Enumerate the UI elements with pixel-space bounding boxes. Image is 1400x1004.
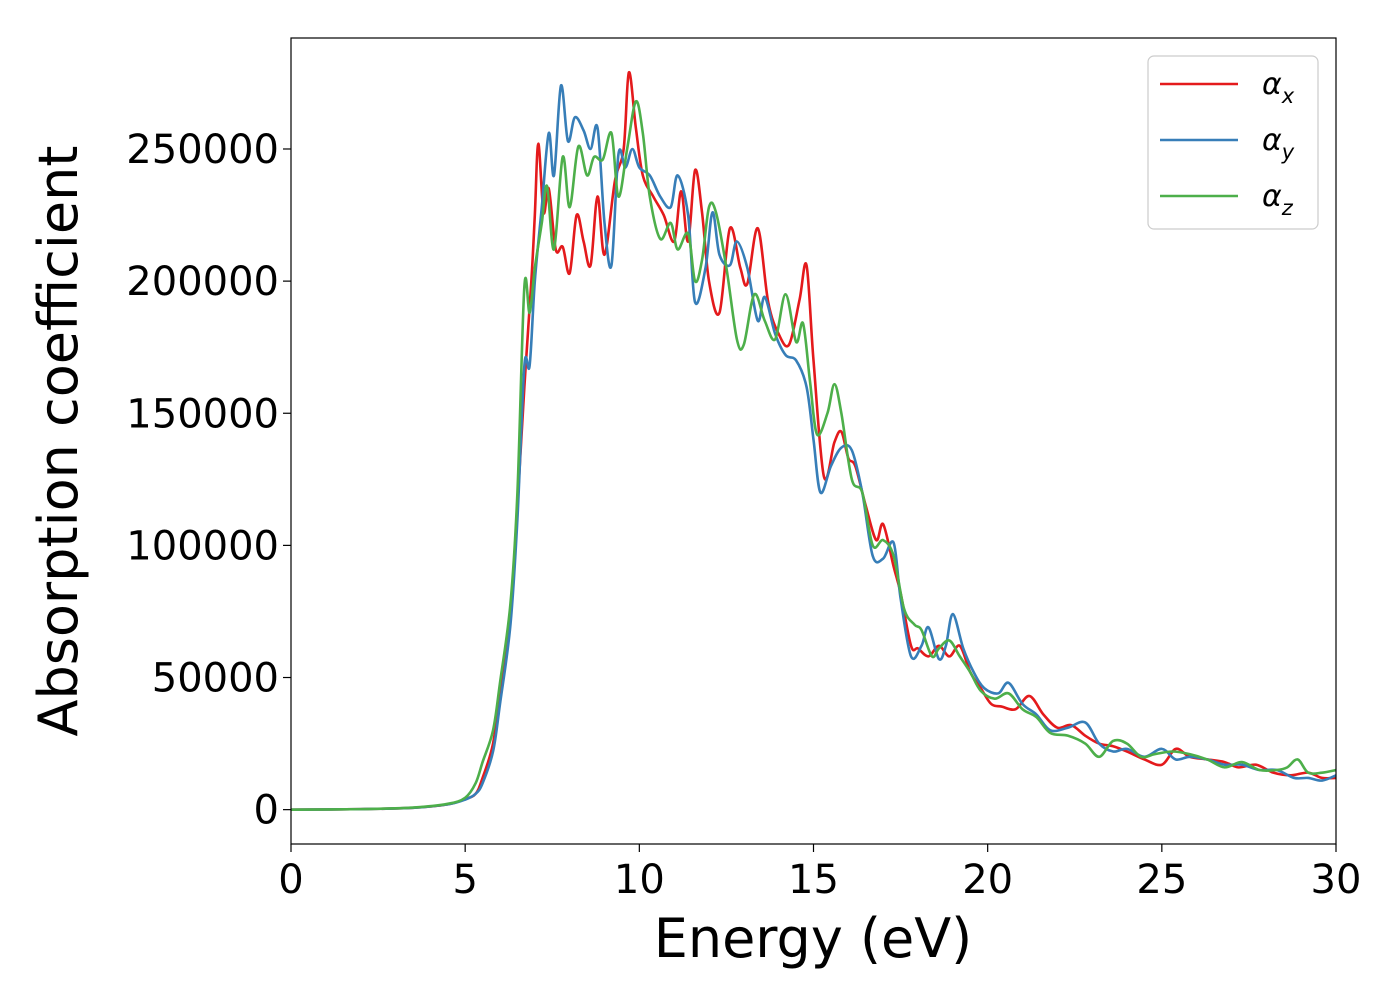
y-axis: 0 50000 100000 150000 200000 250000	[126, 127, 291, 834]
series-layer	[291, 71, 1336, 811]
x-tick-label: 10	[614, 857, 665, 903]
y-tick-label: 200000	[126, 259, 279, 305]
y-tick-label: 250000	[126, 127, 279, 173]
legend-label-x: αx	[1262, 67, 1295, 108]
x-tick-label: 20	[962, 857, 1013, 903]
y-tick-label: 150000	[126, 391, 279, 437]
legend: αx αy αz	[1147, 55, 1319, 230]
series-line-y	[291, 84, 1336, 811]
series-line-z	[291, 100, 1336, 811]
y-axis-label: Absorption coefficient	[27, 146, 90, 737]
x-axis-label: Energy (eV)	[654, 907, 973, 970]
y-tick-label: 0	[254, 788, 279, 834]
x-tick-label: 0	[278, 857, 303, 903]
x-tick-label: 25	[1136, 857, 1187, 903]
y-tick-label: 50000	[152, 656, 279, 702]
x-axis: 0 5 10 15 20 25 30	[278, 844, 1361, 903]
legend-label-z: αz	[1262, 179, 1294, 220]
x-tick-label: 15	[788, 857, 839, 903]
legend-label-y: αy	[1262, 123, 1295, 164]
x-tick-label: 30	[1311, 857, 1362, 903]
y-tick-label: 100000	[126, 523, 279, 569]
series-line-x	[291, 71, 1336, 811]
x-tick-label: 5	[452, 857, 477, 903]
legend-box	[1147, 55, 1319, 230]
